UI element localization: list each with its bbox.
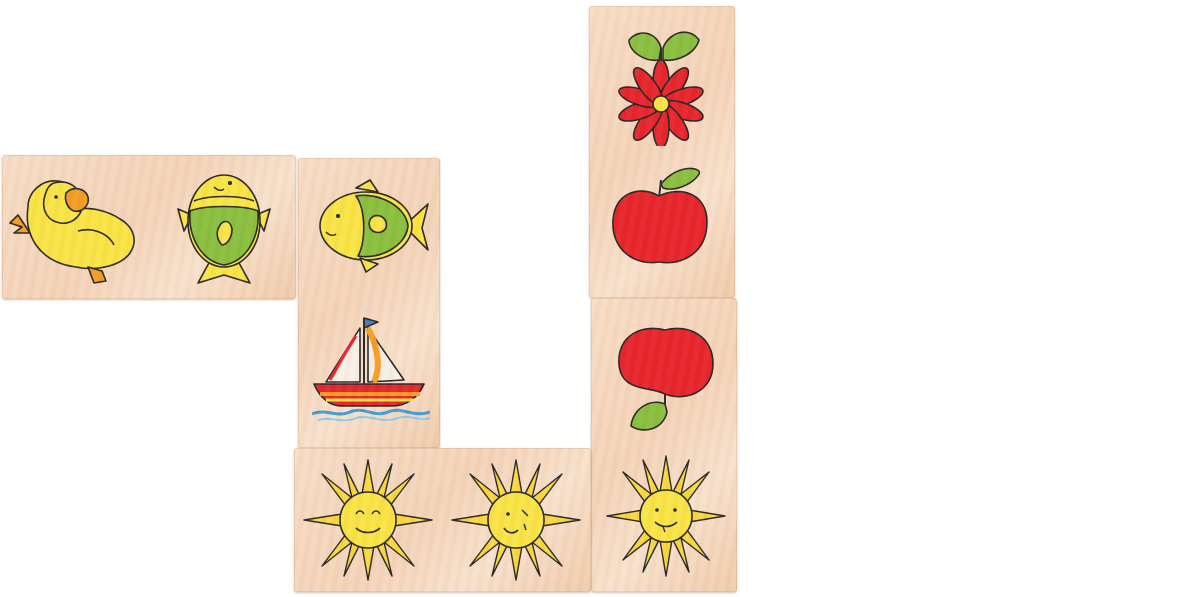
domino-tile-flower-apple [589, 6, 735, 298]
sun-icon [450, 458, 582, 582]
sun-icon [302, 458, 434, 582]
apple-icon [609, 158, 713, 270]
fish-icon [174, 165, 274, 289]
fish-icon [308, 176, 432, 276]
domino-tile-fish-boat [298, 158, 440, 448]
domino-tile-duck-fish [2, 155, 296, 299]
sailboat-icon [312, 314, 430, 424]
domino-tile-sun-sun [294, 448, 591, 592]
domino-tile-apple-sun [591, 298, 737, 592]
sun-icon [605, 452, 727, 580]
flower-icon [609, 22, 713, 146]
duck-icon [8, 167, 148, 287]
apple-icon [615, 324, 719, 436]
